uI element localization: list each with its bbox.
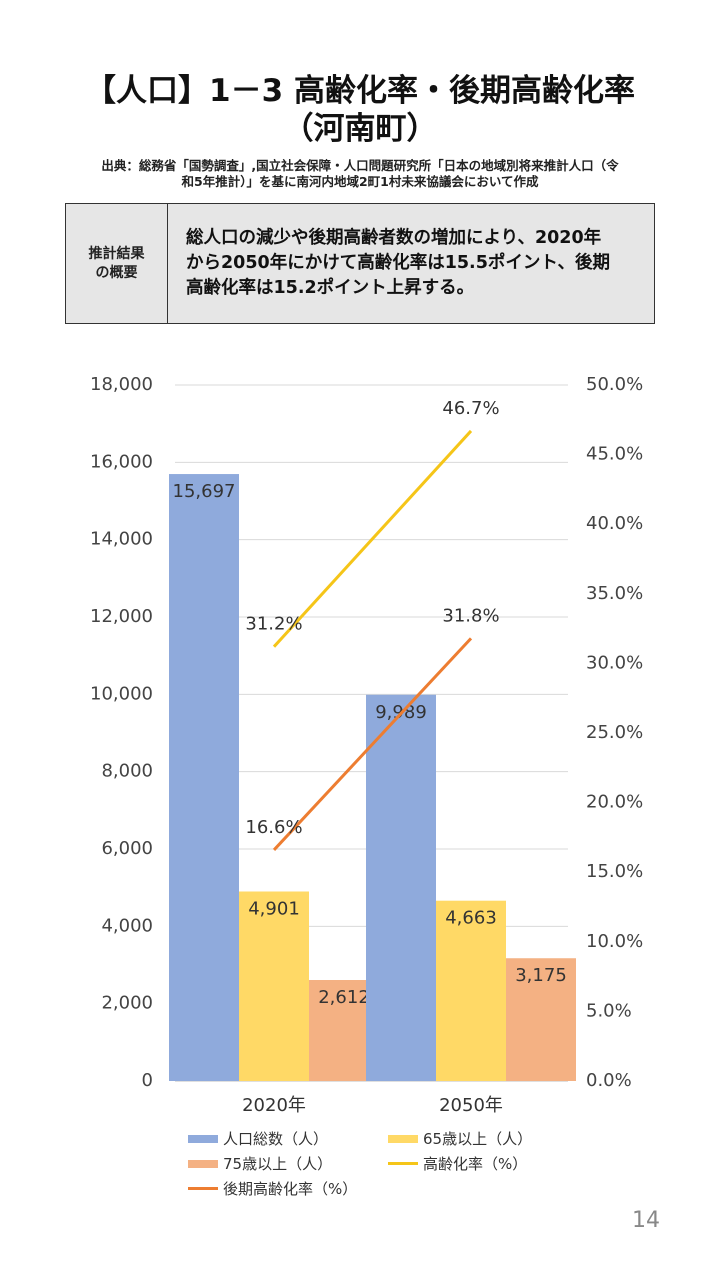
bar <box>506 958 576 1081</box>
y-left-tick-label: 4,000 <box>101 915 153 936</box>
source-note: 出典：総務省「国勢調査」,国立社会保障・人口問題研究所「日本の地域別将来推計人口… <box>60 158 660 190</box>
summary-text-line-3: 高齢化率は15.2ポイント上昇する。 <box>186 278 475 298</box>
bar <box>436 900 506 1081</box>
y-right-tick-label: 10.0% <box>586 931 643 952</box>
y-right-tick-label: 40.0% <box>586 513 643 534</box>
page-number: 14 <box>632 1208 660 1233</box>
summary-text-line-1: 総人口の減少や後期高齢者数の増加により、2020年 <box>186 228 602 248</box>
y-right-tick-label: 50.0% <box>586 374 643 395</box>
bar-data-label: 15,697 <box>173 481 236 502</box>
line-data-label: 31.2% <box>245 614 302 635</box>
bar-data-label: 3,175 <box>515 965 567 986</box>
legend-label-total: 人口総数（人） <box>223 1130 329 1148</box>
y-left-tick-label: 10,000 <box>90 683 153 704</box>
bar <box>169 474 239 1082</box>
summary-label-line-2: の概要 <box>95 264 138 281</box>
title-line-2: （河南町） <box>282 111 438 147</box>
summary-text: 総人口の減少や後期高齢者数の増加により、2020年 から2050年にかけて高齢化… <box>168 204 654 323</box>
y-right-tick-label: 0.0% <box>586 1070 632 1091</box>
y-right-tick-label: 25.0% <box>586 722 643 743</box>
y-left-tick-label: 8,000 <box>101 761 153 782</box>
y-right-tick-label: 30.0% <box>586 652 643 673</box>
series-line <box>272 637 473 851</box>
legend-label-65: 65歳以上（人） <box>423 1130 533 1148</box>
legend-swatch-75 <box>188 1159 218 1168</box>
line-data-label: 31.8% <box>442 605 499 626</box>
summary-label-line-1: 推計結果 <box>88 245 145 262</box>
legend-item-total: 人口総数（人） <box>188 1128 388 1149</box>
y-right-tick-label: 15.0% <box>586 861 643 882</box>
line-data-label: 46.7% <box>442 398 499 419</box>
legend-swatch-65 <box>388 1134 418 1143</box>
legend-item-late-aging-rate: 後期高齢化率（%） <box>188 1178 398 1199</box>
y-right-tick-label: 20.0% <box>586 792 643 813</box>
combo-chart: 0 2,000 4,000 6,000 8,000 10,000 12,000 14,000 1… <box>90 374 643 1116</box>
y-right-tick-label: 5.0% <box>586 1000 632 1021</box>
y-left-tick-label: 6,000 <box>101 838 153 859</box>
bar-data-label: 2,612 <box>318 987 370 1008</box>
legend-item-75: 75歳以上（人） <box>188 1153 388 1174</box>
page-title: 【人口】1－3 高齢化率・後期高齢化率 （河南町） <box>0 72 720 148</box>
title-line-1: 【人口】1－3 高齢化率・後期高齢化率 <box>85 73 635 109</box>
y-left-tick-label: 14,000 <box>90 529 153 550</box>
summary-text-line-2: から2050年にかけて高齢化率は15.5ポイント、後期 <box>186 253 611 273</box>
bar <box>366 694 436 1081</box>
chart-legend: 人口総数（人） 65歳以上（人） 75歳以上（人） 高齢化率（%） 後期高齢化率… <box>188 1126 588 1201</box>
y-left-tick-label: 16,000 <box>90 451 153 472</box>
summary-box: 推計結果 の概要 総人口の減少や後期高齢者数の増加により、2020年 から205… <box>65 203 655 324</box>
y-left-tick-label: 18,000 <box>90 374 153 395</box>
legend-item-65: 65歳以上（人） <box>388 1128 588 1149</box>
bar-data-label: 4,663 <box>445 908 497 929</box>
legend-swatch-total <box>188 1134 218 1143</box>
series-line <box>272 429 473 648</box>
legend-label-75: 75歳以上（人） <box>223 1155 333 1173</box>
y-right-tick-label: 45.0% <box>586 444 643 465</box>
source-line-1: 出典：総務省「国勢調査」,国立社会保障・人口問題研究所「日本の地域別将来推計人口… <box>101 158 619 173</box>
x-tick-label: 2050年 <box>439 1095 503 1116</box>
legend-item-aging-rate: 高齢化率（%） <box>388 1153 588 1174</box>
x-tick-label: 2020年 <box>242 1095 306 1116</box>
source-line-2: 和5年推計）」を基に南河内地域2町1村未来協議会において作成 <box>181 174 539 189</box>
legend-swatch-aging-rate <box>388 1162 418 1165</box>
legend-label-aging-rate: 高齢化率（%） <box>423 1155 528 1173</box>
summary-label: 推計結果 の概要 <box>66 204 168 323</box>
y-right-tick-label: 35.0% <box>586 583 643 604</box>
y-left-tick-label: 0 <box>142 1070 153 1091</box>
bar-data-label: 4,901 <box>248 898 300 919</box>
legend-swatch-late-aging-rate <box>188 1187 218 1190</box>
y-left-tick-label: 12,000 <box>90 606 153 627</box>
bar <box>239 891 309 1081</box>
y-left-tick-label: 2,000 <box>101 993 153 1014</box>
line-data-label: 16.6% <box>245 817 302 838</box>
legend-label-late-aging-rate: 後期高齢化率（%） <box>223 1180 358 1198</box>
